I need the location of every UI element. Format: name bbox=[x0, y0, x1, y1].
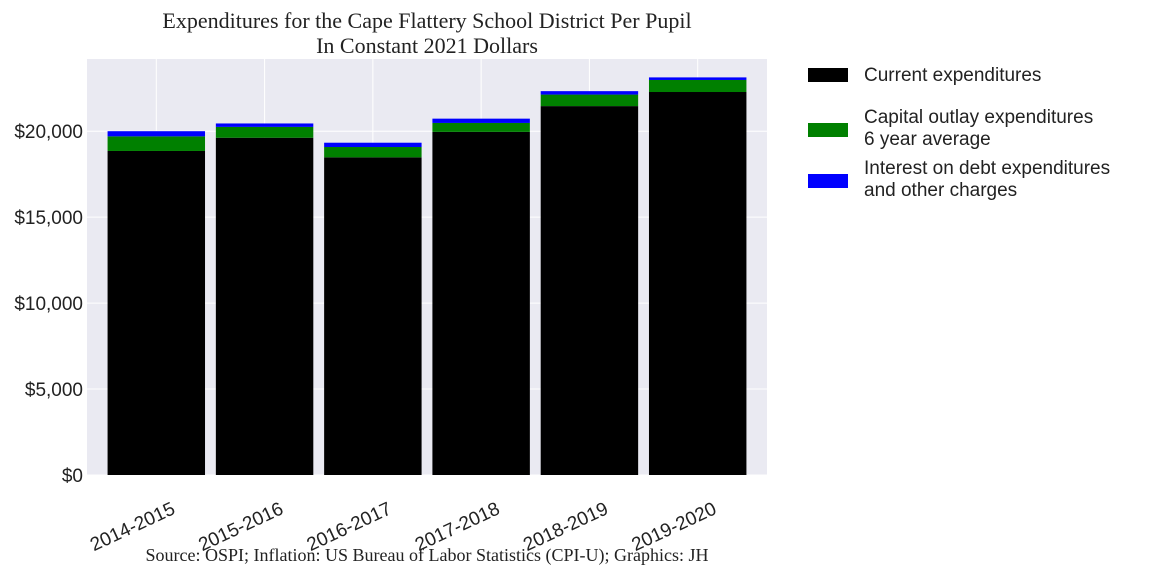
bar-2019-2020-series-1 bbox=[648, 79, 747, 93]
bar-2018-2019-series-2 bbox=[540, 91, 639, 95]
bar-2016-2017-series-0 bbox=[324, 157, 422, 475]
bar-2017-2018-series-1 bbox=[432, 122, 530, 132]
bars bbox=[107, 77, 747, 476]
legend-swatch-1 bbox=[808, 123, 848, 137]
bar-2015-2016-series-0 bbox=[215, 137, 314, 475]
y-tick-label: $0 bbox=[62, 466, 83, 487]
legend-swatch-2 bbox=[808, 174, 848, 188]
y-tick-label: $5,000 bbox=[25, 380, 83, 401]
bar-2019-2020-series-0 bbox=[648, 92, 747, 476]
bar-2015-2016-series-2 bbox=[215, 123, 314, 127]
bar-2014-2015-series-2 bbox=[107, 131, 206, 137]
bar-2015-2016-series-1 bbox=[215, 126, 314, 138]
legend-label-0: Current expenditures bbox=[864, 65, 1041, 86]
source-note: Source: OSPI; Inflation: US Bureau of La… bbox=[146, 545, 709, 566]
bar-2017-2018-series-2 bbox=[432, 118, 530, 123]
bar-2016-2017-series-2 bbox=[324, 142, 422, 148]
y-tick-label: $15,000 bbox=[14, 208, 83, 229]
bar-2017-2018-series-0 bbox=[432, 131, 530, 475]
bar-2019-2020-series-2 bbox=[648, 77, 747, 80]
chart-title-line-2: In Constant 2021 Dollars bbox=[316, 33, 538, 58]
y-axis-ticks: $0 $5,000 $10,000 $15,000 $20,000 bbox=[14, 122, 83, 487]
bar-2018-2019-series-1 bbox=[540, 94, 639, 107]
bar-2018-2019-series-0 bbox=[540, 106, 639, 475]
legend-label-2: Interest on debt expenditures and other c… bbox=[864, 158, 1110, 201]
bar-2014-2015-series-1 bbox=[107, 136, 206, 151]
legend-swatch-0 bbox=[808, 68, 848, 82]
bar-2016-2017-series-1 bbox=[324, 147, 422, 158]
y-tick-label: $20,000 bbox=[14, 122, 83, 143]
chart-title-line-1: Expenditures for the Cape Flattery Schoo… bbox=[162, 8, 691, 33]
bar-2014-2015-series-0 bbox=[107, 150, 206, 475]
legend: Current expenditures Capital outlay expen… bbox=[808, 65, 1110, 201]
y-tick-label: $10,000 bbox=[14, 294, 83, 315]
legend-label-1: Capital outlay expenditures 6 year averag… bbox=[864, 107, 1093, 150]
